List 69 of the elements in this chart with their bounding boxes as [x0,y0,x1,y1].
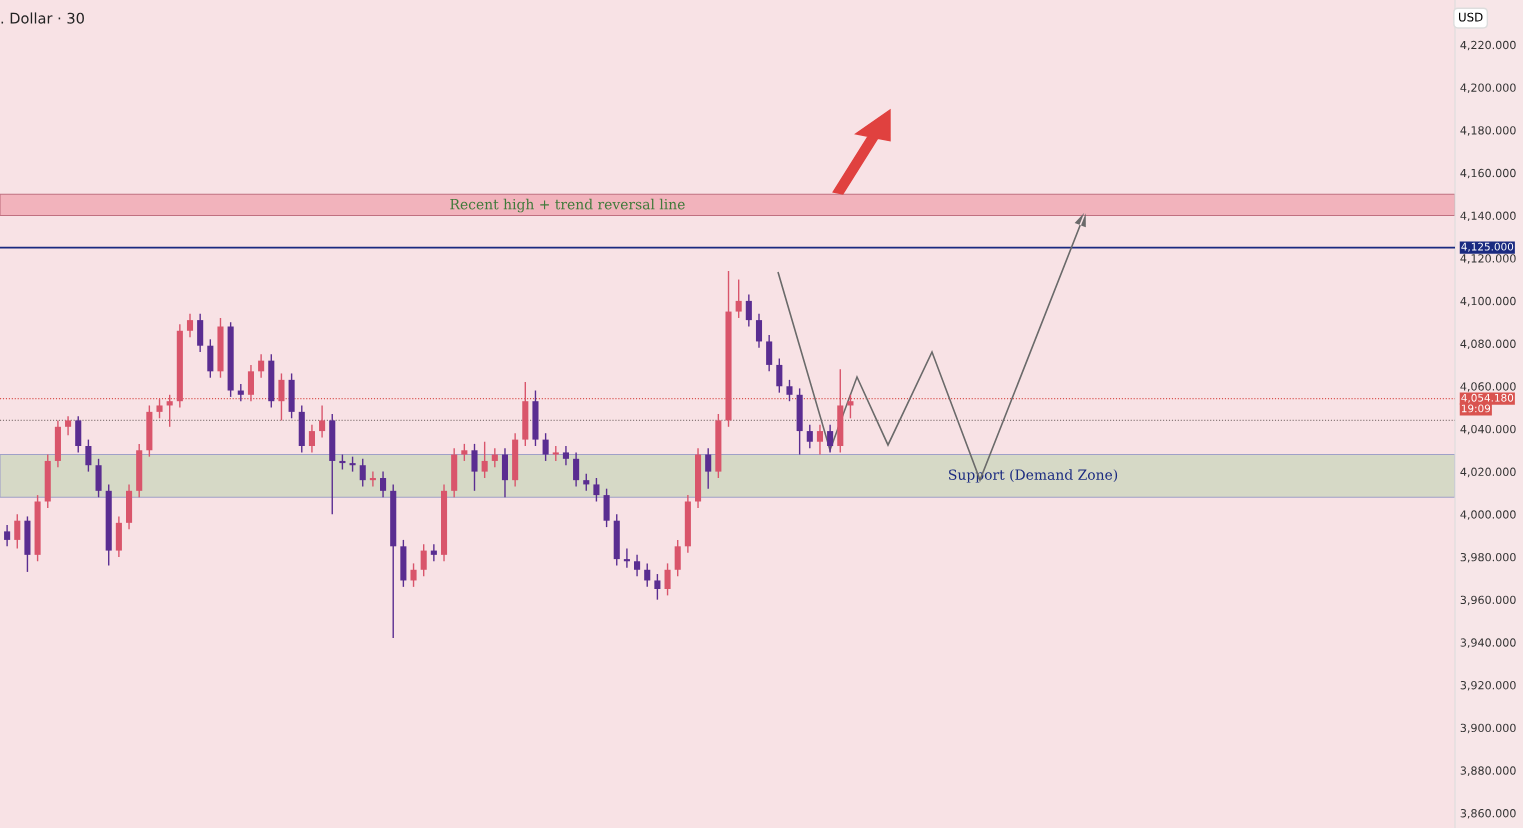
candlestick [562,445,569,466]
y-tick-label: 3,900.000 [1460,723,1516,734]
candlestick [755,313,763,349]
candlestick [634,554,641,577]
y-tick-label: 4,080.000 [1460,339,1516,350]
ref-line-label: 4,054.180 [1461,393,1514,403]
candlestick [776,357,783,394]
candlestick [247,364,255,402]
candlestick [766,334,773,373]
y-tick-label: 3,920.000 [1460,681,1516,691]
y-tick-label: 3,960.000 [1460,595,1516,606]
candlestick [573,451,580,488]
candlestick [735,278,742,319]
candlestick [186,313,194,338]
y-tick-label: 4,000.000 [1460,510,1516,520]
candlestick [308,423,315,454]
candlestick [85,438,92,473]
candlestick [237,383,244,402]
candlestick [156,398,163,419]
candlestick [420,543,427,577]
candlestick [816,423,824,456]
candlestick [166,394,173,428]
candlestick [319,404,326,439]
candlestick [410,562,417,588]
candlestick [481,441,488,479]
candlestick [745,293,752,328]
y-tick-label: 4,100.000 [1460,296,1516,307]
candlestick [623,547,630,569]
candlestick [847,394,854,419]
y-tick-label: 3,980.000 [1460,552,1516,563]
band-label: Support (Demand Zone) [949,469,1118,483]
y-tick-label: 4,140.000 [1460,211,1516,222]
candlestick [278,372,285,422]
candlestick [380,470,387,498]
y-tick-label: 4,200.000 [1460,83,1516,94]
candlestick [593,477,600,503]
y-tick-label: 4,020.000 [1460,467,1516,478]
y-tick-label: 4,120.000 [1460,254,1516,264]
y-tick-label: 4,160.000 [1460,168,1516,179]
text: . Dollar · 30 [1,12,84,24]
candlestick [644,562,651,588]
candlestick [471,443,478,492]
candlestick [827,423,834,454]
y-tick-label: 3,880.000 [1460,766,1516,776]
candlestick [654,573,661,601]
y-tick-label: 4,060.000 [1460,382,1516,392]
ref-line-label: 4,125.000 [1461,242,1514,252]
candlestick [674,539,681,577]
y-tick-label: 4,180.000 [1460,126,1516,136]
candlestick [14,513,21,550]
y-tick-label: 3,860.000 [1460,809,1516,819]
band-label: Recent high + trend reversal line [450,198,685,213]
candlestick [664,562,671,597]
candlestick [369,470,376,488]
y-tick-label: 3,940.000 [1460,638,1516,648]
candlestick [258,353,265,379]
candlestick [491,447,498,469]
candlestick [806,423,813,449]
candlestick [4,524,11,548]
text: 19:09 [1461,404,1491,413]
candlestick [430,543,437,562]
candlestick [786,379,793,402]
text: USD [1459,12,1483,22]
candlestick [359,458,366,488]
y-tick-label: 4,220.000 [1460,40,1516,51]
candlestick [542,432,549,462]
y-tick-label: 4,040.000 [1460,424,1516,435]
candlestick [705,447,712,490]
candlestick [65,415,72,437]
